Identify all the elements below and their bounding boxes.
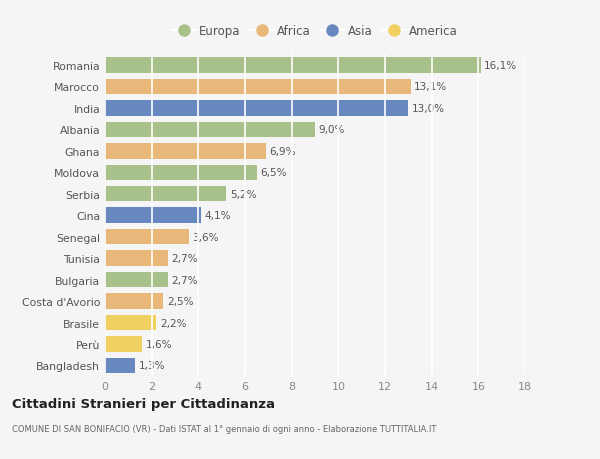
Text: 2,5%: 2,5% [167, 297, 193, 307]
Text: 6,5%: 6,5% [260, 168, 287, 178]
Text: 16,1%: 16,1% [484, 61, 517, 71]
Text: 1,6%: 1,6% [146, 339, 172, 349]
Text: 2,7%: 2,7% [172, 253, 198, 263]
Bar [105, 144, 266, 159]
Text: 2,2%: 2,2% [160, 318, 187, 328]
Bar [105, 230, 189, 245]
Text: 1,3%: 1,3% [139, 361, 166, 371]
Text: 13,0%: 13,0% [412, 104, 445, 114]
Bar [105, 336, 142, 352]
Text: 4,1%: 4,1% [204, 211, 230, 221]
Bar [105, 79, 410, 95]
Bar [105, 208, 200, 224]
Bar [105, 358, 136, 373]
Text: 2,7%: 2,7% [172, 275, 198, 285]
Text: COMUNE DI SAN BONIFACIO (VR) - Dati ISTAT al 1° gennaio di ogni anno - Elaborazi: COMUNE DI SAN BONIFACIO (VR) - Dati ISTA… [12, 425, 436, 434]
Text: 13,1%: 13,1% [414, 82, 447, 92]
Bar [105, 123, 315, 138]
Bar [105, 294, 163, 309]
Bar [105, 58, 481, 73]
Legend: Europa, Africa, Asia, America: Europa, Africa, Asia, America [167, 20, 463, 43]
Bar [105, 272, 168, 288]
Text: 3,6%: 3,6% [193, 232, 219, 242]
Text: 5,2%: 5,2% [230, 189, 256, 199]
Text: 9,0%: 9,0% [319, 125, 345, 135]
Bar [105, 315, 157, 330]
Bar [105, 251, 168, 266]
Text: Cittadini Stranieri per Cittadinanza: Cittadini Stranieri per Cittadinanza [12, 397, 275, 410]
Bar [105, 187, 226, 202]
Bar [105, 165, 257, 180]
Text: 6,9%: 6,9% [269, 146, 296, 157]
Bar [105, 101, 409, 116]
